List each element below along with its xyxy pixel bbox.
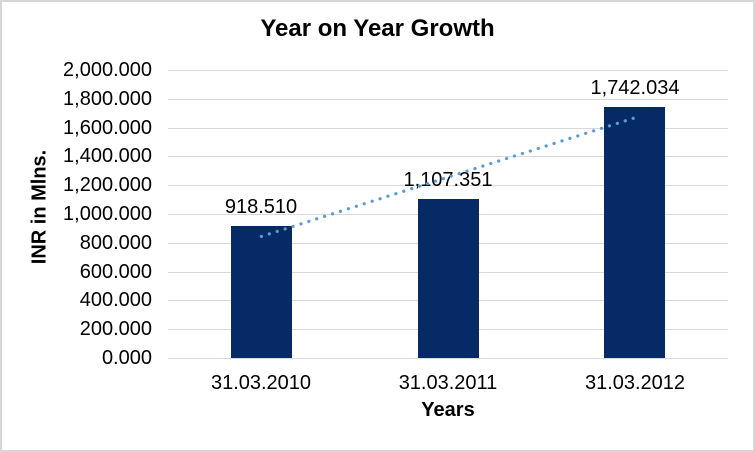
y-tick-label: 1,800.000 bbox=[63, 88, 152, 110]
gridline bbox=[168, 70, 728, 71]
x-tick-label: 31.03.2012 bbox=[584, 372, 686, 394]
bar-value-label: 918.510 bbox=[224, 196, 298, 218]
y-tick-label: 0.000 bbox=[101, 347, 152, 369]
gridline bbox=[168, 358, 728, 359]
y-tick-label: 1,200.000 bbox=[63, 174, 152, 196]
y-tick-label: 200.000 bbox=[79, 318, 152, 340]
y-tick-label: 1,000.000 bbox=[63, 203, 152, 225]
x-tick-label: 31.03.2011 bbox=[398, 372, 498, 394]
bar bbox=[231, 226, 292, 358]
x-axis-title: Years bbox=[421, 399, 475, 421]
y-tick-label: 800.000 bbox=[79, 232, 152, 254]
y-tick-label: 400.000 bbox=[79, 289, 152, 311]
y-tick-label: 1,400.000 bbox=[63, 145, 152, 167]
gridline bbox=[168, 99, 728, 100]
chart-title: Year on Year Growth bbox=[260, 15, 495, 42]
bar-value-label: 1,107.351 bbox=[403, 169, 493, 191]
x-tick-label: 31.03.2010 bbox=[210, 372, 312, 394]
y-tick-label: 1,600.000 bbox=[63, 117, 152, 139]
bar-value-label: 1,742.034 bbox=[590, 77, 680, 99]
bar bbox=[604, 107, 665, 358]
y-tick-label: 600.000 bbox=[79, 261, 152, 283]
y-tick-label: 2,000.000 bbox=[63, 59, 152, 81]
bar bbox=[418, 199, 479, 358]
